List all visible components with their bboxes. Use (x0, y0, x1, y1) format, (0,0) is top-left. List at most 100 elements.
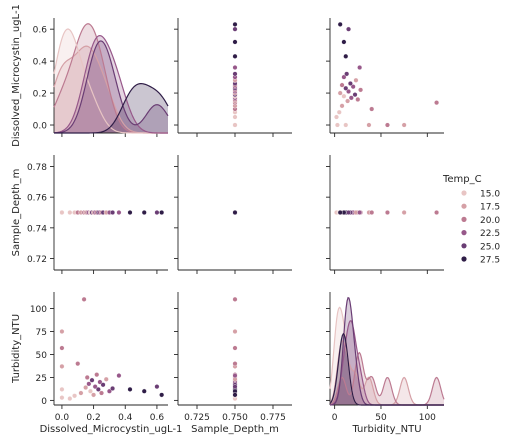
kde-line (53, 28, 168, 134)
scatter-point (366, 122, 372, 128)
scatter-point (232, 329, 238, 335)
scatter-point (384, 209, 390, 215)
x-tick-label: 0.0 (55, 413, 70, 423)
scatter-point (91, 392, 97, 398)
scatter-point (334, 122, 340, 128)
scatter-point (369, 106, 375, 112)
scatter-point (110, 209, 116, 215)
x-axis-label: Sample_Depth_m (191, 424, 279, 435)
scatter-point (346, 26, 352, 32)
kde-fill (330, 297, 444, 405)
legend-marker (461, 216, 467, 222)
legend-title: Temp_C (442, 174, 482, 185)
scatter-point (341, 74, 347, 80)
scatter-point (232, 65, 238, 71)
kde-line (54, 83, 169, 134)
kde-line-layer (53, 23, 445, 406)
scatter-point (345, 98, 351, 104)
x-axis-label: Dissolved_Microcystin_ugL-1 (40, 424, 183, 435)
scatter-point (343, 122, 349, 128)
kde-fill (54, 46, 168, 133)
scatter-point (357, 209, 363, 215)
x-tick-label: 50 (375, 413, 387, 423)
scatter-point (100, 382, 106, 388)
legend-marker (461, 203, 467, 209)
scatter-point (341, 93, 347, 99)
y-tick-label: 0.76 (27, 194, 47, 204)
scatter-point (401, 209, 407, 215)
scatter-point (232, 373, 238, 379)
scatter-point (110, 385, 116, 391)
scatter-point (67, 209, 73, 215)
scatter-point (232, 122, 238, 128)
scatter-point (86, 381, 92, 387)
legend: Temp_C 15.0 17.5 20.0 22.5 25.0 27.5 (442, 174, 500, 266)
kde-fill-layer (54, 23, 444, 405)
scatter-point (75, 361, 81, 367)
scatter-point (232, 26, 238, 32)
scatter-point (337, 90, 343, 96)
scatter-point (384, 122, 390, 128)
axes-layer (50, 18, 444, 409)
scatter-point (232, 21, 238, 27)
scatter-point (346, 88, 352, 94)
legend-entry: 27.5 (480, 256, 500, 266)
y-axis-label: Sample_Depth_m (11, 169, 22, 257)
scatter-point (67, 396, 73, 402)
scatter-point (343, 85, 349, 91)
scatter-point (154, 384, 160, 390)
scatter-point (232, 345, 238, 351)
scatter-point (355, 96, 361, 102)
y-tick-label: 50 (36, 351, 48, 361)
kde-line (53, 40, 169, 134)
y-tick-label: 75 (36, 328, 47, 338)
scatter-point (350, 84, 356, 90)
kde-line (329, 332, 444, 406)
scatter-point (97, 379, 103, 385)
scatter-point (343, 53, 349, 59)
scatter-point (116, 209, 122, 215)
scatter-point-layer (59, 21, 440, 402)
scatter-point (95, 386, 101, 392)
x-tick-label: 0.750 (222, 413, 248, 423)
scatter-point (348, 95, 354, 101)
scatter-point (141, 209, 147, 215)
scatter-point (159, 392, 165, 398)
scatter-point (346, 209, 352, 215)
scatter-point (336, 109, 342, 115)
legend-entry: 15.0 (480, 190, 500, 200)
scatter-point (353, 77, 359, 83)
scatter-point (94, 372, 100, 378)
y-tick-label: 0 (41, 397, 47, 407)
scatter-point (59, 363, 65, 369)
kde-fill (330, 320, 444, 405)
y-tick-label: 0.0 (33, 122, 48, 132)
y-axis-label: Turbidity_NTU (11, 314, 22, 384)
scatter-point (72, 393, 78, 399)
scatter-point (232, 71, 238, 77)
scatter-point (232, 53, 238, 59)
scatter-point (81, 296, 87, 302)
scatter-point (106, 388, 112, 394)
scatter-point (59, 386, 65, 392)
scatter-point (232, 361, 238, 367)
scatter-point (344, 71, 350, 77)
x-tick-label: 0.725 (184, 413, 210, 423)
scatter-point (127, 386, 133, 392)
x-tick-label: 0.775 (260, 413, 286, 423)
scatter-point (232, 114, 238, 120)
x-tick-label: 100 (419, 413, 436, 423)
scatter-point (434, 100, 440, 106)
kde-fill (54, 23, 168, 133)
kde-fill (54, 83, 168, 133)
scatter-point (401, 122, 407, 128)
scatter-point (341, 39, 347, 45)
kde-fill (54, 29, 168, 133)
y-axis-label: Dissolved_Microcystin_ugL-1 (11, 4, 22, 147)
scatter-point (232, 384, 238, 390)
scatter-point (83, 385, 89, 391)
scatter-point (232, 39, 238, 45)
x-tick-label: 0 (332, 413, 338, 423)
scatter-point (141, 388, 147, 394)
kde-fill (330, 352, 444, 405)
